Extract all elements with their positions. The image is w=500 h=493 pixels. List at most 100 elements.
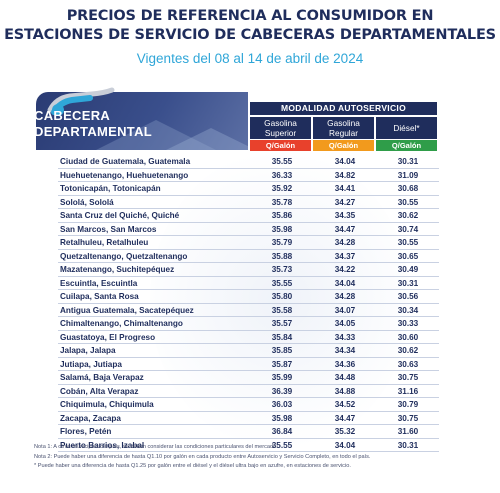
page-title-line1: PRECIOS DE REFERENCIA AL CONSUMIDOR EN: [66, 8, 434, 24]
price-superior: 35.84: [271, 332, 293, 342]
table-row: Salamá, Baja Verapaz 35.99 34.48 30.75: [58, 371, 439, 385]
price-diesel: 30.56: [397, 292, 419, 301]
price-superior: 35.55: [271, 440, 293, 450]
department-name: Sololá, Sololá: [60, 197, 114, 207]
department-name: Huehuetenango, Huehuetenango: [60, 170, 189, 180]
price-diesel: 30.75: [397, 413, 419, 423]
table-row: Sololá, Sololá 35.78 34.27 30.55: [58, 196, 439, 209]
price-superior: 35.58: [271, 305, 293, 315]
footnotes: Nota 1: A otros municipios del país, se …: [34, 443, 474, 472]
price-superior: 35.98: [271, 224, 293, 234]
price-superior: 35.55: [271, 157, 293, 166]
table-row: Antigua Guatemala, Sacatepéquez 35.58 34.0…: [58, 304, 439, 317]
department-name: San Marcos, San Marcos: [60, 224, 157, 234]
department-name: Escuintla, Escuintla: [60, 278, 138, 288]
price-regular: 34.34: [334, 346, 356, 355]
note-2: Nota 2: Puede haber una diferencia de ha…: [34, 453, 371, 460]
price-regular: 34.07: [334, 305, 356, 315]
price-regular: 34.33: [334, 332, 356, 342]
table-row: Guastatoya, El Progreso 35.84 34.33 30.60: [58, 331, 439, 344]
department-name: Antigua Guatemala, Sacatepéquez: [60, 305, 194, 315]
department-name: Chimaltenango, Chimaltenango: [60, 319, 183, 328]
price-diesel: 30.31: [397, 278, 419, 288]
price-superior: 35.92: [271, 184, 293, 193]
price-regular: 34.22: [334, 265, 356, 274]
department-name: Jutiapa, Jutiapa: [60, 359, 122, 369]
table-row: Cuilapa, Santa Rosa 35.80 34.28 30.56: [58, 290, 439, 304]
price-regular: 35.32: [334, 427, 356, 436]
price-diesel: 30.55: [397, 238, 419, 247]
price-diesel: 30.63: [397, 359, 419, 369]
column-header-line: Superior: [264, 128, 297, 138]
price-diesel: 31.16: [397, 386, 419, 396]
department-name: Ciudad de Guatemala, Guatemala: [60, 157, 191, 166]
department-name: Cuilapa, Santa Rosa: [60, 292, 139, 301]
price-regular: 34.52: [334, 400, 356, 409]
price-regular: 34.28: [334, 292, 356, 301]
department-name: Quetzaltenango, Quetzaltenango: [60, 251, 188, 261]
unit-badge-superior: Q/Galón: [250, 140, 311, 151]
column-header-line: Gasolina: [264, 118, 297, 128]
price-diesel: 30.74: [397, 224, 419, 234]
department-name: Flores, Petén: [60, 427, 112, 436]
price-superior: 35.78: [271, 197, 293, 207]
table-row: Puerto Barrios, Izabal 35.55 34.04 30.31: [58, 439, 439, 452]
table-row: Jalapa, Jalapa 35.85 34.34 30.62: [58, 344, 439, 358]
table-row: Huehuetenango, Huehuetenango 36.33 34.82 31…: [58, 169, 439, 182]
table-row: San Marcos, San Marcos 35.98 34.47 30.74: [58, 223, 439, 236]
price-regular: 34.04: [334, 440, 356, 450]
price-superior: 35.88: [271, 251, 293, 261]
price-diesel: 30.55: [397, 197, 419, 207]
department-name: Puerto Barrios, Izabal: [60, 440, 145, 450]
table-row: Jutiapa, Jutiapa 35.87 34.36 30.63: [58, 358, 439, 371]
unit-badge-regular: Q/Galón: [313, 140, 374, 151]
unit-badge-diesel: Q/Galón: [376, 140, 437, 151]
price-regular: 34.47: [334, 224, 356, 234]
price-regular: 34.04: [334, 278, 356, 288]
fuel-nozzle-icon: [47, 87, 115, 116]
price-superior: 35.55: [271, 278, 293, 288]
price-regular: 34.28: [334, 238, 356, 247]
table-row: Santa Cruz del Quiché, Quiché 35.86 34.35 3…: [58, 209, 439, 223]
price-superior: 36.84: [271, 427, 293, 436]
department-name: Salamá, Baja Verapaz: [60, 373, 144, 382]
price-superior: 35.86: [271, 211, 293, 220]
price-diesel: 30.33: [397, 319, 419, 328]
price-regular: 34.36: [334, 359, 356, 369]
price-superior: 35.99: [271, 373, 293, 382]
table-row: Chiquimula, Chiquimula 36.03 34.52 30.79: [58, 398, 439, 412]
price-regular: 34.41: [334, 184, 356, 193]
price-diesel: 30.65: [397, 251, 419, 261]
table-row: Escuintla, Escuintla 35.55 34.04 30.31: [58, 277, 439, 290]
column-header-diesel: Diésel*: [376, 117, 437, 139]
department-name: Zacapa, Zacapa: [60, 413, 121, 423]
table-row: Zacapa, Zacapa 35.98 34.47 30.75: [58, 412, 439, 425]
column-header-superior: Gasolina Superior: [250, 117, 311, 139]
banner-label: CABECERA DEPARTAMENTAL: [34, 108, 152, 140]
price-diesel: 30.31: [397, 157, 419, 166]
banner-line2: DEPARTAMENTAL: [34, 124, 152, 139]
price-regular: 34.27: [334, 197, 356, 207]
price-diesel: 31.09: [397, 170, 419, 180]
price-superior: 35.98: [271, 413, 293, 423]
price-diesel: 30.60: [397, 332, 419, 342]
price-regular: 34.47: [334, 413, 356, 423]
price-superior: 35.79: [271, 238, 293, 247]
table-row: Quetzaltenango, Quetzaltenango 35.88 34.37…: [58, 250, 439, 263]
department-name: Jalapa, Jalapa: [60, 346, 116, 355]
department-name: Totonicapán, Totonicapán: [60, 184, 161, 193]
price-regular: 34.48: [334, 373, 356, 382]
price-superior: 35.57: [271, 319, 293, 328]
group-header: MODALIDAD AUTOSERVICIO: [250, 102, 437, 115]
price-regular: 34.37: [334, 251, 356, 261]
price-superior: 36.03: [271, 400, 293, 409]
column-header-line: Diésel*: [393, 123, 420, 133]
price-diesel: 30.79: [397, 400, 419, 409]
price-diesel: 31.60: [397, 427, 419, 436]
price-diesel: 30.68: [397, 184, 419, 193]
price-regular: 34.88: [334, 386, 356, 396]
price-diesel: 30.31: [397, 440, 419, 450]
department-name: Cobán, Alta Verapaz: [60, 386, 139, 396]
price-regular: 34.04: [334, 157, 356, 166]
banner-line1: CABECERA: [34, 108, 111, 123]
